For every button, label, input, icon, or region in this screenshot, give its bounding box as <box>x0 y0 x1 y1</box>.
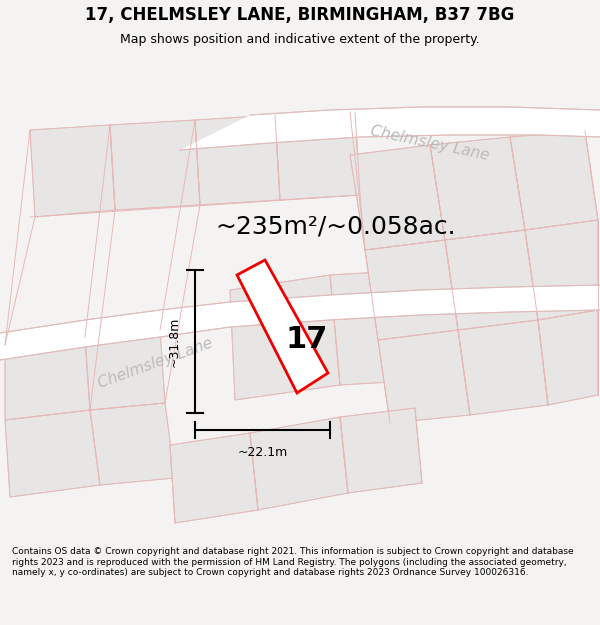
Polygon shape <box>458 320 548 415</box>
Polygon shape <box>538 310 598 405</box>
Text: Chelmsley Lane: Chelmsley Lane <box>369 123 491 163</box>
Polygon shape <box>5 337 90 420</box>
Text: ~22.1m: ~22.1m <box>238 446 287 459</box>
Text: Contains OS data © Crown copyright and database right 2021. This information is : Contains OS data © Crown copyright and d… <box>12 548 574 578</box>
Polygon shape <box>180 107 600 150</box>
Polygon shape <box>378 330 470 423</box>
Polygon shape <box>0 285 600 360</box>
Text: 17: 17 <box>286 326 328 354</box>
Polygon shape <box>525 220 598 320</box>
Polygon shape <box>445 230 538 330</box>
Polygon shape <box>110 120 200 210</box>
Text: 17, CHELMSLEY LANE, BIRMINGHAM, B37 7BG: 17, CHELMSLEY LANE, BIRMINGHAM, B37 7BG <box>85 6 515 24</box>
Text: ~31.8m: ~31.8m <box>168 316 181 367</box>
Polygon shape <box>90 403 175 485</box>
Polygon shape <box>30 125 115 217</box>
Polygon shape <box>330 270 425 385</box>
Text: Chelmsley Lane: Chelmsley Lane <box>95 335 214 391</box>
Polygon shape <box>415 270 500 380</box>
Polygon shape <box>237 260 328 393</box>
Polygon shape <box>365 240 458 340</box>
Polygon shape <box>350 145 445 250</box>
Polygon shape <box>250 417 348 510</box>
Polygon shape <box>430 137 525 240</box>
Polygon shape <box>340 408 422 493</box>
Polygon shape <box>275 112 360 200</box>
Polygon shape <box>5 410 100 497</box>
Polygon shape <box>195 115 280 205</box>
Text: ~235m²/~0.058ac.: ~235m²/~0.058ac. <box>215 215 455 239</box>
Polygon shape <box>85 330 165 410</box>
Polygon shape <box>170 433 258 523</box>
Text: Map shows position and indicative extent of the property.: Map shows position and indicative extent… <box>120 33 480 46</box>
Polygon shape <box>510 131 598 230</box>
Polygon shape <box>230 275 340 400</box>
